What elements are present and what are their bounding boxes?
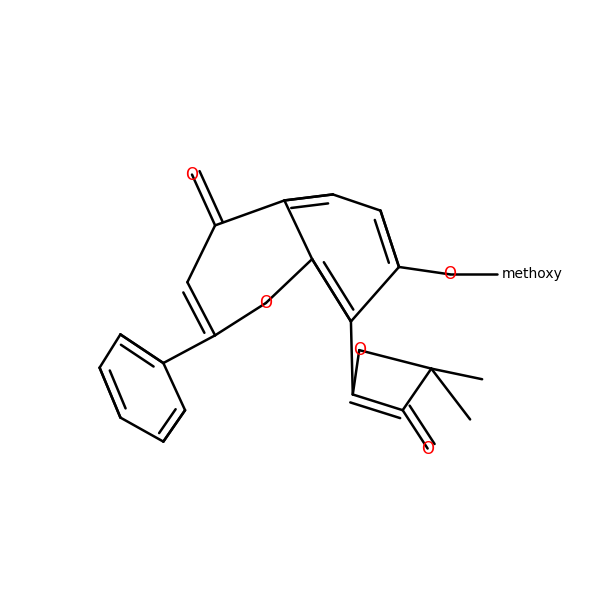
Text: O: O (259, 294, 272, 312)
Text: O: O (421, 440, 434, 458)
Text: methoxy: methoxy (502, 268, 562, 281)
Text: O: O (185, 166, 199, 184)
Text: O: O (443, 265, 456, 283)
Text: O: O (353, 341, 366, 359)
